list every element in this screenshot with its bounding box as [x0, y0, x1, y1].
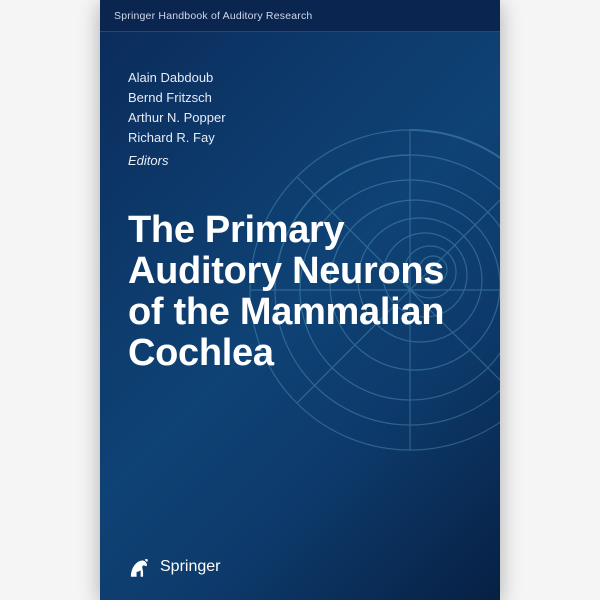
- editor-name: Alain Dabdoub: [128, 68, 226, 88]
- series-bar: Springer Handbook of Auditory Research: [100, 0, 500, 32]
- editors-block: Alain Dabdoub Bernd Fritzsch Arthur N. P…: [128, 68, 226, 171]
- editor-name: Arthur N. Popper: [128, 108, 226, 128]
- editor-name: Bernd Fritzsch: [128, 88, 226, 108]
- publisher-name: Springer: [160, 558, 220, 576]
- springer-horse-icon: [126, 554, 152, 580]
- book-cover: Springer Handbook of Auditory Research A…: [100, 0, 500, 600]
- book-title: The Primary Auditory Neurons of the Mamm…: [128, 210, 460, 374]
- editors-role-label: Editors: [128, 151, 226, 171]
- editor-name: Richard R. Fay: [128, 128, 226, 148]
- series-label: Springer Handbook of Auditory Research: [114, 10, 312, 22]
- publisher-block: Springer: [126, 554, 220, 580]
